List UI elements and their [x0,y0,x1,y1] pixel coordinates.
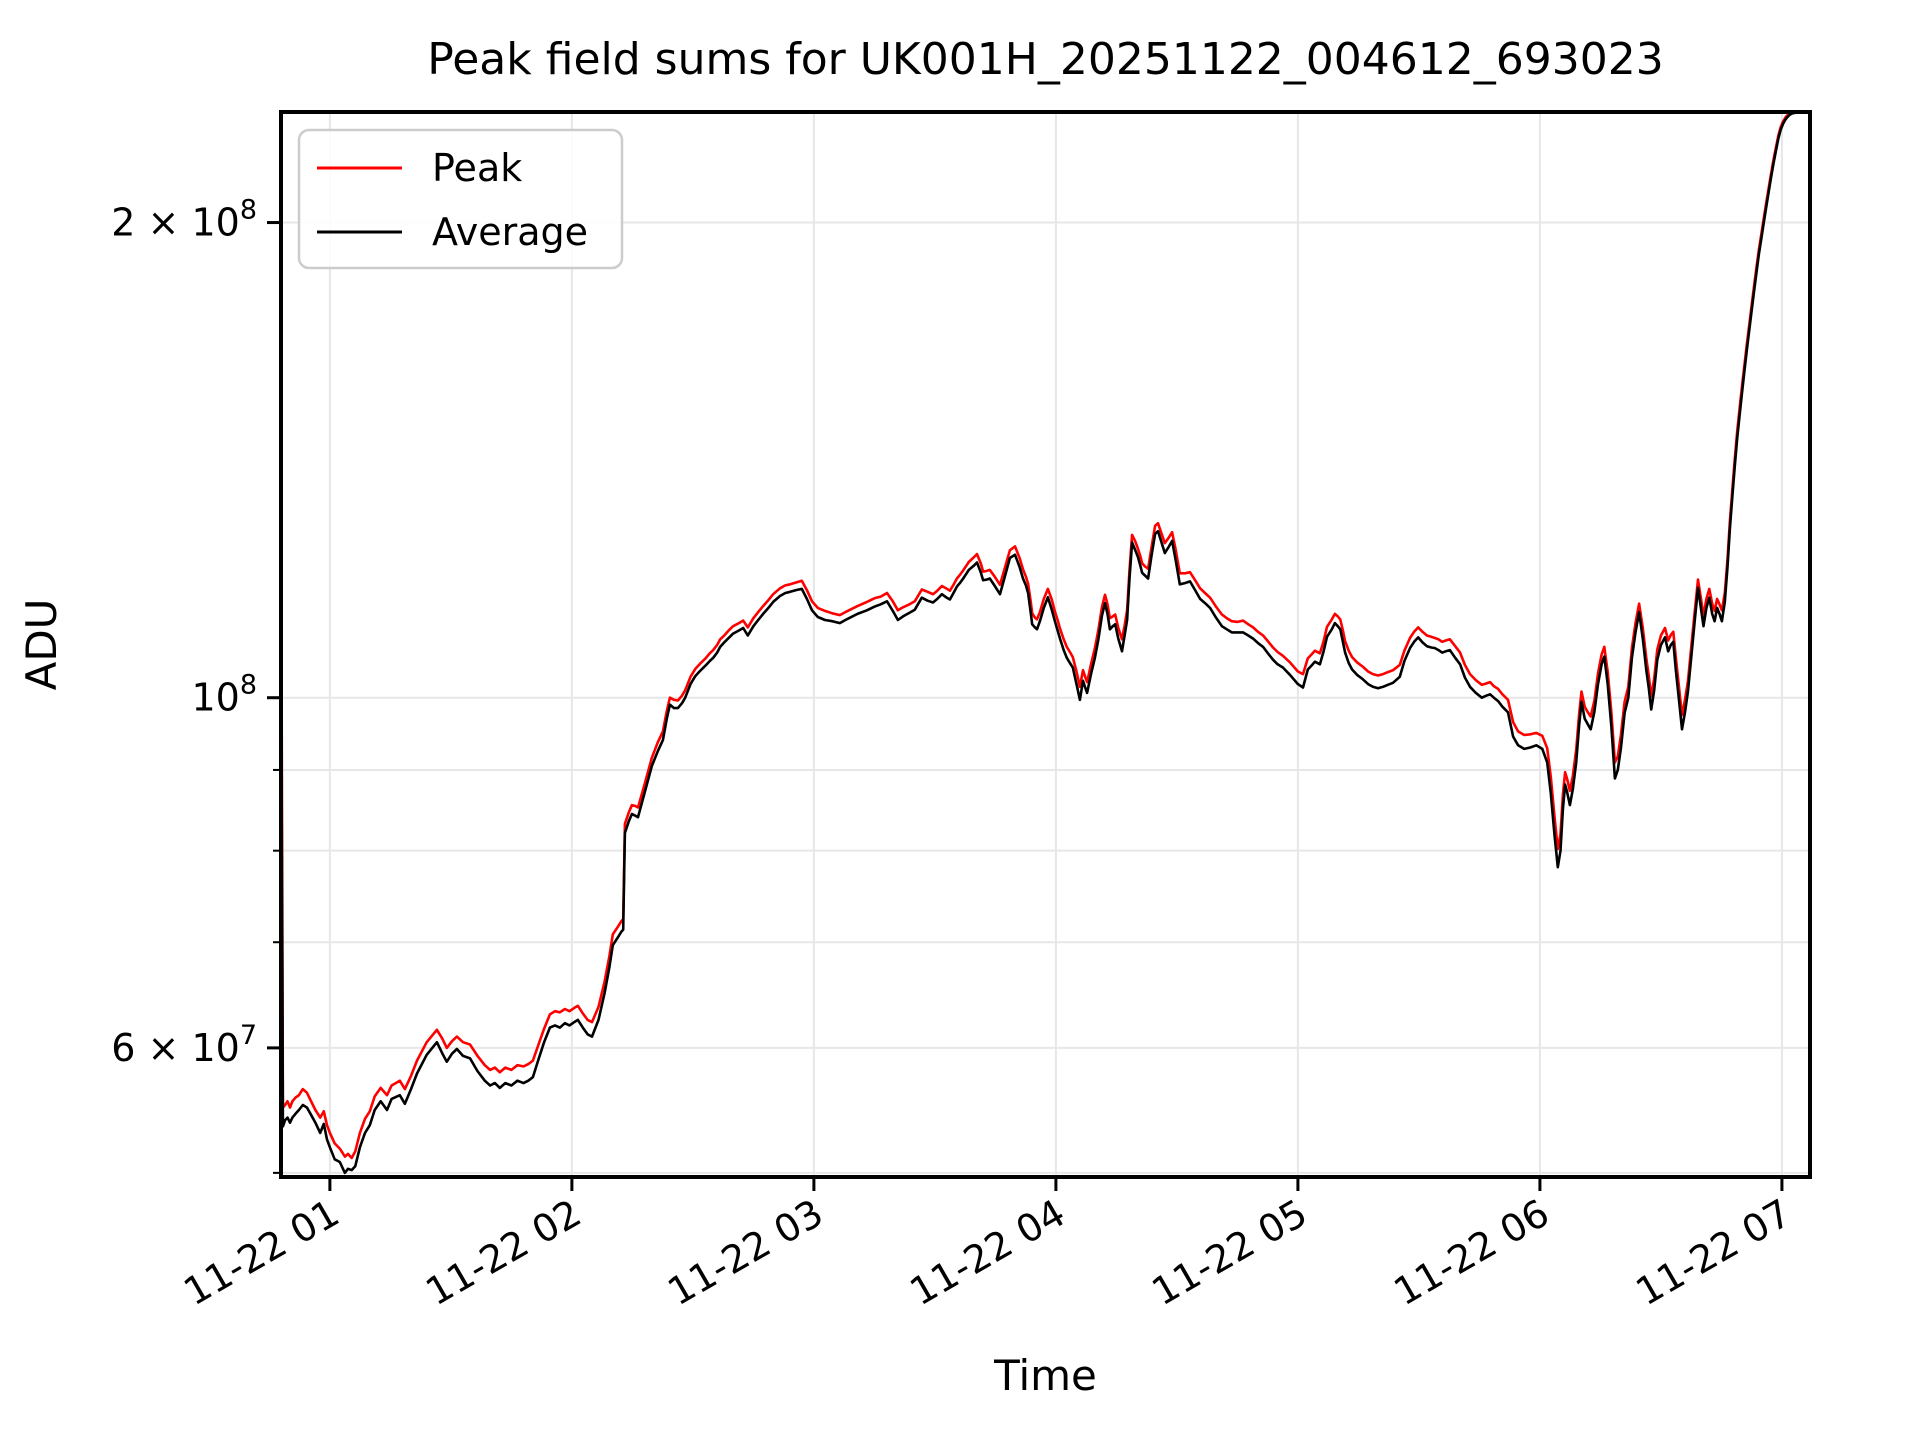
x-axis-label: Time [993,1351,1097,1400]
plot-border [279,110,1812,1179]
x-tick-label: 11-22 05 [1144,1191,1314,1315]
x-tick-label: 11-22 01 [176,1191,346,1315]
y-axis: 2 × 108 108 6 × 107 [111,195,281,1174]
y-tick-label: 108 [191,670,257,720]
legend-average-label: Average [432,210,588,254]
legend: Peak Average [297,128,624,270]
x-tick-label: 11-22 04 [902,1191,1072,1315]
y-axis-label: ADU [17,599,66,691]
y-tick-label: 2 × 108 [111,195,257,245]
chart-title: Peak field sums for UK001H_20251122_0046… [427,34,1663,85]
x-tick-label: 11-22 06 [1386,1191,1556,1315]
series-average-line [279,110,1812,1175]
series-peak-line [279,110,1812,1160]
x-axis: 11-22 01 11-22 02 11-22 03 11-22 04 11-22 05… [176,1177,1798,1314]
x-tick-label: 11-22 02 [418,1191,588,1315]
legend-peak-label: Peak [432,146,522,190]
x-tick-label: 11-22 03 [660,1191,830,1315]
grid [281,112,1810,1177]
y-tick-label: 6 × 107 [111,1020,257,1070]
x-tick-label: 11-22 07 [1628,1191,1798,1315]
